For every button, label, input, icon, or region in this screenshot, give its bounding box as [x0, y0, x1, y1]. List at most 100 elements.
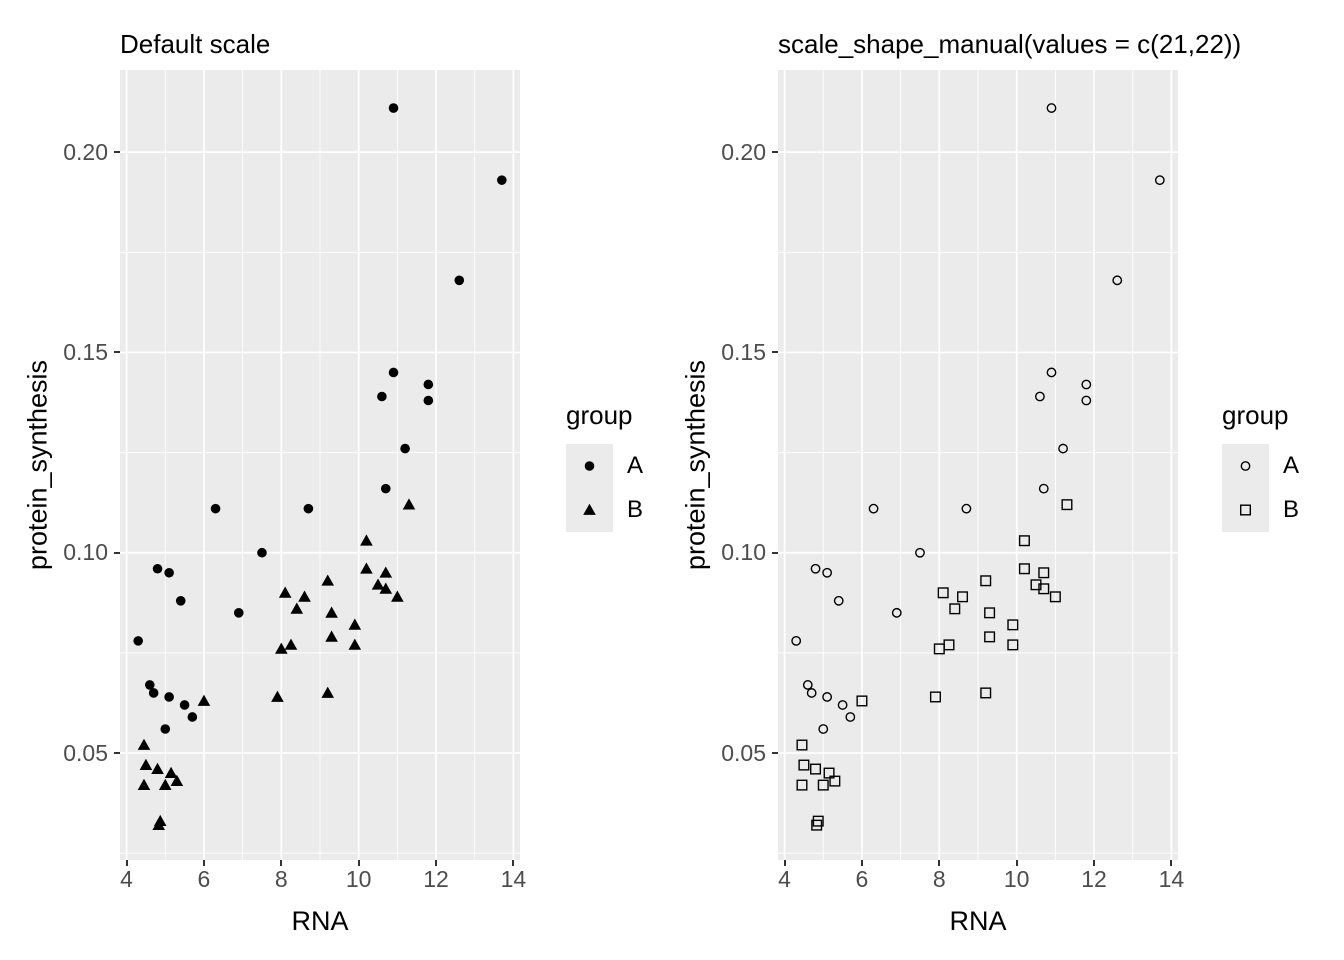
data-point-open-square — [817, 779, 829, 791]
data-point-filled-triangle — [197, 694, 211, 706]
data-point-open-square — [1007, 619, 1019, 631]
x-tick-label: 10 — [345, 866, 372, 892]
data-point-filled-circle — [148, 688, 159, 698]
data-point-open-square — [957, 591, 969, 603]
data-point-filled-triangle — [348, 618, 362, 630]
data-point-open-circle — [1038, 483, 1049, 494]
data-point-open-circle — [961, 503, 972, 514]
legend-key-filled-circle-icon — [566, 444, 613, 488]
y-tick-label: 0.20 — [721, 138, 766, 165]
data-point-filled-circle — [175, 596, 186, 606]
data-point-filled-circle — [377, 391, 387, 402]
data-point-open-square — [796, 779, 808, 791]
data-point-filled-triangle — [164, 766, 178, 778]
x-tick-mark — [125, 860, 128, 866]
x-tick-mark — [512, 860, 515, 866]
data-point-filled-circle — [257, 547, 267, 558]
data-point-filled-circle — [388, 103, 399, 113]
y-tick-label: 0.15 — [63, 338, 108, 365]
data-point-open-square — [949, 603, 961, 615]
legend-label: A — [627, 452, 644, 479]
data-point-filled-triangle — [284, 638, 298, 650]
data-point-open-square — [929, 691, 941, 703]
data-point-filled-triangle — [271, 690, 284, 702]
x-tick-mark — [280, 860, 283, 866]
data-point-open-circle — [1034, 391, 1045, 402]
data-point-filled-circle — [160, 724, 171, 734]
data-point-open-square — [1038, 567, 1050, 579]
x-tick-label: 12 — [423, 866, 449, 892]
plot1-panel — [120, 70, 520, 860]
data-point-open-circle — [1046, 103, 1057, 113]
data-point-open-circle — [1240, 461, 1251, 471]
x-tick-label: 4 — [120, 866, 133, 892]
data-point-open-square — [1018, 535, 1030, 547]
legend-entry-a: A — [566, 444, 643, 488]
x-tick-mark — [1015, 860, 1018, 866]
y-tick-label: 0.05 — [721, 739, 766, 766]
data-point-filled-triangle — [278, 586, 292, 598]
legend-label: B — [627, 496, 644, 523]
x-tick-label: 8 — [274, 866, 288, 892]
data-point-open-circle — [818, 724, 829, 734]
legend-entry-b: B — [566, 488, 643, 532]
data-point-filled-circle — [400, 443, 410, 454]
y-tick-label: 0.10 — [721, 539, 766, 566]
data-point-open-circle — [1112, 275, 1123, 286]
data-point-filled-circle — [497, 175, 507, 185]
data-point-open-circle — [915, 547, 925, 558]
data-point-filled-circle — [164, 692, 174, 702]
x-tick-mark — [1170, 860, 1173, 866]
data-point-open-square — [856, 695, 868, 707]
data-point-filled-circle — [388, 367, 399, 378]
data-point-open-square — [984, 631, 996, 643]
data-point-open-circle — [1154, 175, 1165, 186]
data-point-filled-triangle — [360, 562, 373, 574]
data-point-open-square — [1240, 504, 1252, 516]
data-point-filled-triangle — [290, 602, 304, 614]
data-point-open-square — [937, 587, 949, 599]
x-tick-mark — [435, 860, 438, 866]
x-tick-mark — [860, 860, 863, 866]
data-point-filled-triangle — [379, 566, 393, 578]
plot1-legend: group A B — [566, 400, 643, 532]
data-point-open-circle — [791, 635, 802, 646]
y-tick-mark — [114, 752, 120, 755]
y-tick-mark — [114, 151, 120, 154]
y-tick-mark — [772, 151, 778, 154]
data-point-filled-triangle — [158, 778, 172, 790]
data-point-open-circle — [891, 607, 902, 618]
y-tick-label: 0.05 — [63, 739, 108, 766]
x-tick-label: 8 — [932, 866, 946, 892]
y-tick-mark — [772, 351, 778, 354]
y-tick-label: 0.15 — [721, 338, 766, 365]
data-point-filled-triangle — [275, 642, 288, 654]
data-point-open-square — [812, 815, 824, 827]
data-point-open-circle — [1046, 367, 1057, 378]
data-point-filled-triangle — [379, 582, 393, 594]
data-point-filled-circle — [303, 503, 314, 514]
x-tick-label: 12 — [1081, 866, 1107, 892]
x-tick-mark — [783, 860, 786, 866]
plot2-panel — [778, 70, 1178, 860]
data-point-filled-triangle — [151, 762, 164, 774]
y-tick-mark — [114, 351, 120, 354]
data-point-filled-triangle — [139, 758, 153, 770]
data-point-filled-circle — [423, 379, 434, 390]
plot2-y-axis-title: protein_synthesis — [680, 359, 711, 571]
data-point-open-square — [980, 575, 992, 587]
data-point-filled-circle — [187, 712, 198, 722]
data-point-open-circle — [810, 563, 821, 574]
data-point-open-circle — [837, 700, 848, 710]
data-point-open-square — [810, 763, 822, 775]
x-tick-label: 14 — [500, 866, 527, 892]
data-point-open-square — [984, 607, 996, 619]
x-tick-mark — [1093, 860, 1096, 866]
legend-key-filled-triangle-icon — [566, 488, 613, 532]
x-tick-label: 6 — [855, 866, 869, 892]
plot1-title: Default scale — [120, 29, 271, 59]
x-tick-mark — [938, 860, 941, 866]
y-tick-mark — [772, 551, 778, 554]
data-point-filled-triangle — [321, 574, 335, 586]
y-tick-label: 0.20 — [63, 138, 108, 165]
